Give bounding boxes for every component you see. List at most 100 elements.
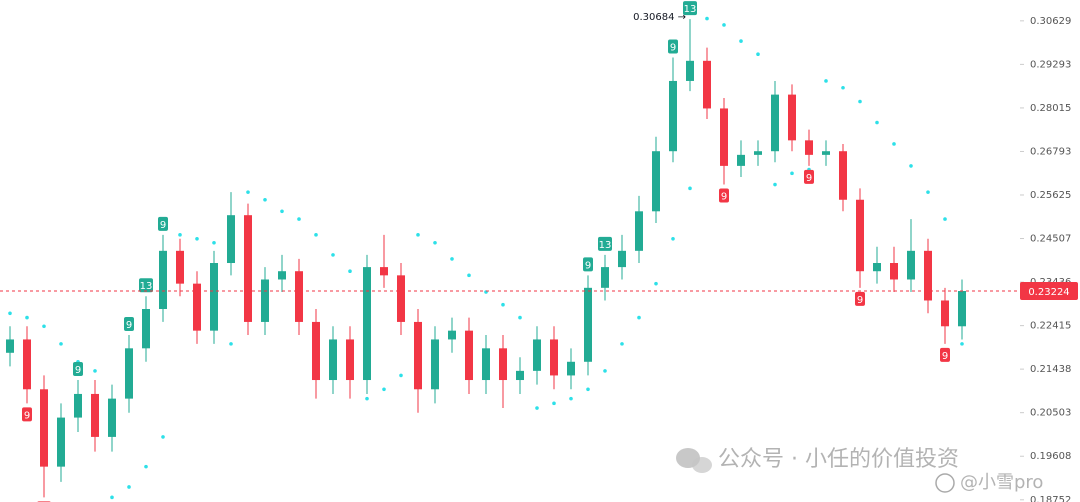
signal-label: 9 xyxy=(721,192,727,203)
signal-badge xyxy=(73,362,83,377)
candle-body xyxy=(771,94,779,152)
sar-dot xyxy=(127,485,131,489)
watermark-account: 公众号 · 小任的价值投资 xyxy=(718,447,959,472)
last-price-label: 0.23224 xyxy=(1028,287,1069,298)
signal-badge xyxy=(719,188,729,203)
candle-body xyxy=(363,267,371,381)
candle-body xyxy=(414,321,422,390)
sar-dot xyxy=(212,240,216,245)
signal-badge xyxy=(158,216,168,231)
candle-body xyxy=(91,393,99,437)
y-tick-label: 0.19608 xyxy=(1030,451,1071,462)
sar-dot xyxy=(93,369,97,373)
candle-body xyxy=(142,309,150,349)
sar-dot xyxy=(671,237,675,241)
candle-body xyxy=(40,389,48,467)
y-tick-label: 0.18752 xyxy=(1030,495,1071,502)
candle-body xyxy=(669,80,677,152)
signal-badge xyxy=(22,407,32,422)
candle-body xyxy=(159,250,167,310)
watermark-icon xyxy=(692,457,712,473)
signal-label: 13 xyxy=(684,4,697,15)
signal-label: 9 xyxy=(75,365,81,376)
sar-dot xyxy=(280,209,284,214)
signal-label: 9 xyxy=(857,295,863,306)
candle-body xyxy=(244,215,252,322)
candle-body xyxy=(550,339,558,376)
sar-dot xyxy=(773,182,777,187)
sar-dot xyxy=(654,281,658,286)
sar-dot xyxy=(433,240,437,245)
y-tick-label: 0.29293 xyxy=(1030,59,1071,70)
signal-badge xyxy=(940,347,950,362)
candle-body xyxy=(788,94,796,141)
candle-body xyxy=(907,250,915,280)
sar-dot xyxy=(144,464,148,469)
candle-body xyxy=(227,215,235,264)
sar-dot xyxy=(892,142,896,146)
candle-body xyxy=(873,263,881,272)
sar-dot xyxy=(722,23,726,27)
candle-body xyxy=(329,339,337,381)
sar-dot xyxy=(382,387,386,392)
sar-dot xyxy=(688,186,692,191)
sar-dot xyxy=(552,401,556,406)
sar-dot xyxy=(926,190,930,194)
watermark: 公众号 · 小任的价值投资 @小雪pro xyxy=(676,447,1043,493)
candle-body xyxy=(278,271,286,280)
sar-dot xyxy=(535,406,539,410)
candle-body xyxy=(703,60,711,109)
candle-body xyxy=(635,211,643,251)
signal-label: 9 xyxy=(942,351,948,362)
candle-body xyxy=(295,271,303,322)
sar-dot xyxy=(161,435,165,439)
candle-body xyxy=(754,151,762,155)
candle-body xyxy=(839,151,847,200)
candle-body xyxy=(856,199,864,272)
candle-body xyxy=(924,250,932,301)
signal-badge xyxy=(804,169,814,184)
signal-badge xyxy=(855,291,865,306)
candle-body xyxy=(448,330,456,340)
sar-dot xyxy=(569,396,573,401)
sar-dot xyxy=(824,79,828,83)
sar-dot xyxy=(909,164,913,168)
y-tick-label: 0.30629 xyxy=(1030,16,1071,27)
sar-dot xyxy=(756,52,760,57)
sar-dot xyxy=(858,99,862,104)
sar-dot xyxy=(263,197,267,202)
candle-body xyxy=(74,393,82,418)
y-tick-label: 0.25625 xyxy=(1030,190,1071,201)
signal-badge xyxy=(139,278,153,293)
signal-label: 9 xyxy=(806,173,812,184)
candle-body xyxy=(108,398,116,437)
candle-body xyxy=(57,417,65,467)
candle-body xyxy=(261,279,269,322)
y-tick-label: 0.22415 xyxy=(1030,321,1071,332)
sar-dot xyxy=(705,16,709,21)
sar-dot xyxy=(314,233,318,237)
candle-body xyxy=(210,263,218,331)
sar-dot xyxy=(348,269,352,274)
candle-body xyxy=(176,250,184,284)
candle-body xyxy=(482,348,490,381)
sar-dot xyxy=(59,342,63,346)
sar-dot xyxy=(875,120,879,125)
candle-body xyxy=(397,275,405,322)
sar-dot xyxy=(110,495,114,500)
candle-body xyxy=(652,151,660,212)
watermark-handle: @小雪pro xyxy=(960,472,1043,493)
candle-body xyxy=(601,267,609,288)
sar-dot xyxy=(450,257,454,261)
sar-dot xyxy=(297,217,301,221)
signal-label: 13 xyxy=(140,281,153,292)
sar-dot xyxy=(586,387,590,392)
sar-dot xyxy=(467,273,471,278)
candle-body xyxy=(499,348,507,381)
candle-body xyxy=(431,339,439,390)
sar-dot xyxy=(943,217,947,221)
candle-body xyxy=(686,60,694,81)
sar-dot xyxy=(331,253,335,257)
